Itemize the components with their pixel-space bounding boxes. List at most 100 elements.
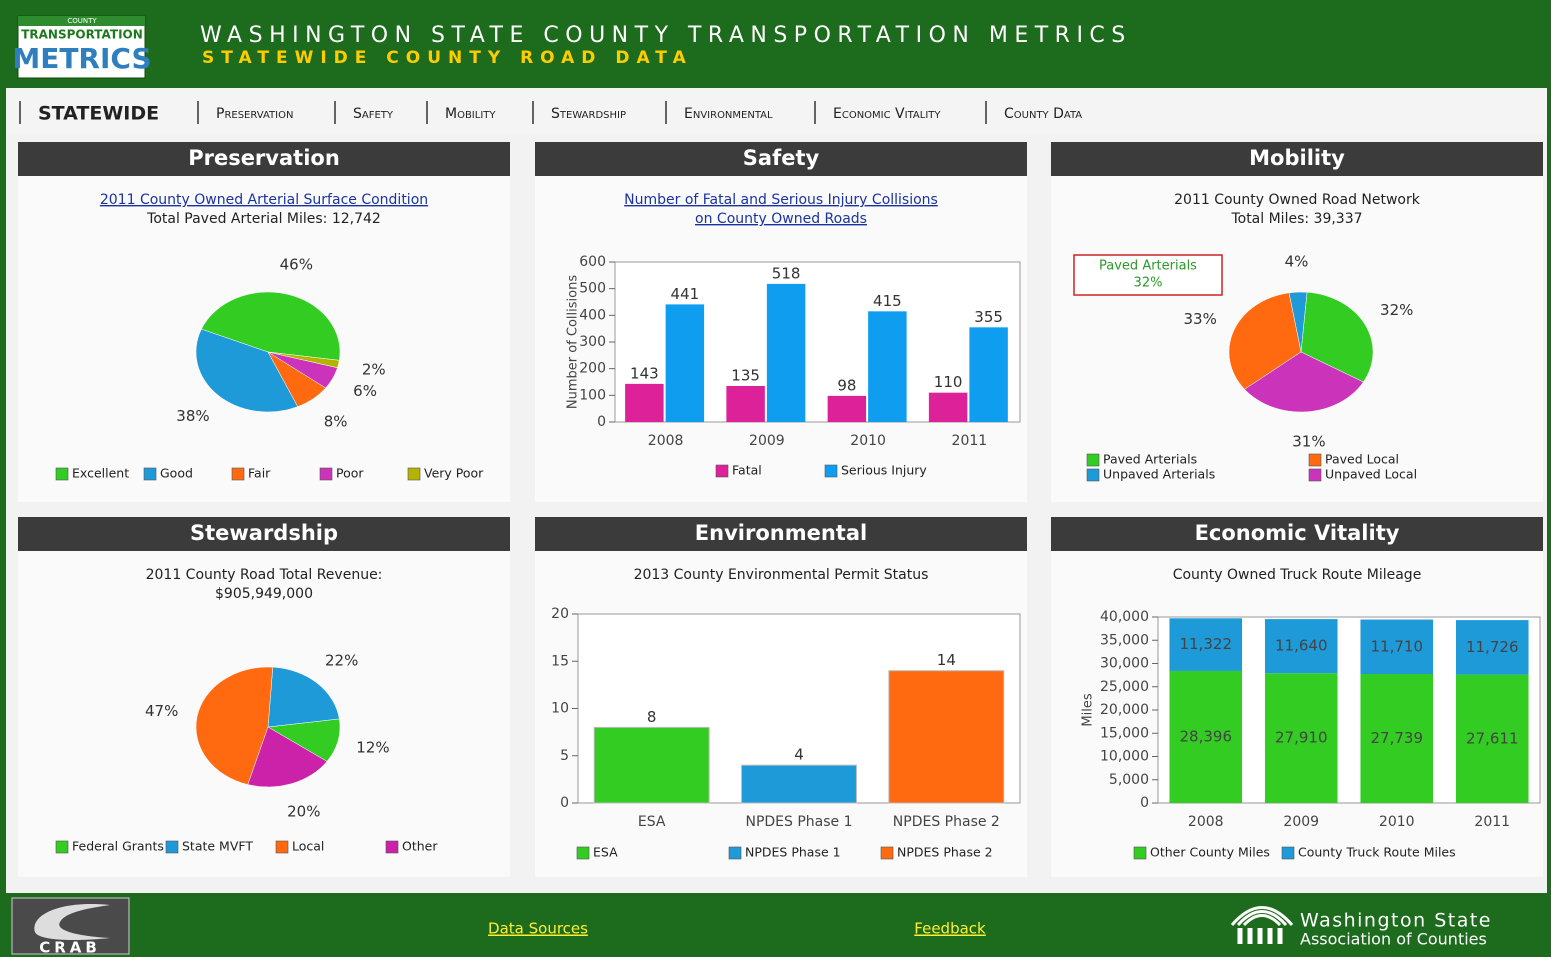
x-tick-label: 2009 [1283, 814, 1319, 830]
y-tick-label: 15 [551, 653, 569, 669]
panel-title: Preservation [188, 146, 340, 170]
footer-link[interactable]: Feedback [914, 920, 986, 938]
panel-header [18, 142, 510, 176]
y-tick-label: 30,000 [1100, 656, 1149, 672]
y-tick-label: 0 [597, 414, 606, 430]
legend-swatch [1086, 453, 1100, 467]
pie-label: 2% [362, 361, 386, 379]
left-border [0, 0, 6, 957]
bar [625, 383, 664, 422]
pie-slice [195, 666, 274, 785]
panel-header [535, 517, 1027, 551]
pie-label: 8% [324, 413, 348, 431]
legend-swatch [728, 846, 742, 860]
x-tick-label: 2010 [850, 433, 886, 449]
right-border [1547, 0, 1551, 957]
nav-item[interactable]: County Data [1004, 106, 1082, 122]
nav-item[interactable]: Environmental [684, 106, 773, 122]
chart-title[interactable]: 2011 County Owned Arterial Surface Condi… [100, 192, 428, 208]
bar-value-label: 355 [974, 308, 1003, 326]
pie-label: 38% [176, 407, 209, 425]
nav-item[interactable]: Mobility [445, 106, 496, 122]
y-tick-label: 40,000 [1100, 609, 1149, 625]
y-tick-label: 600 [579, 254, 606, 270]
annotation-text: 32% [1134, 276, 1163, 291]
org-name: Association of Counties [1300, 930, 1487, 949]
y-tick-label: 100 [579, 387, 606, 403]
panel-title: Safety [743, 146, 820, 170]
legend-label: Fair [248, 466, 271, 481]
pie-slice [1300, 291, 1374, 383]
bar-value-label: 518 [772, 264, 801, 282]
legend-swatch [1133, 846, 1147, 860]
legend-label: Paved Local [1325, 452, 1399, 467]
legend-swatch [1281, 846, 1295, 860]
logo-box [17, 15, 146, 79]
pie-label: 31% [1292, 432, 1325, 450]
footer-link[interactable]: Data Sources [488, 920, 588, 938]
bar [766, 283, 806, 422]
pie-slice [247, 726, 328, 788]
chart-title[interactable]: on County Owned Roads [695, 211, 867, 227]
legend-label: Other [402, 839, 438, 854]
nav-item[interactable]: Safety [353, 106, 394, 122]
pie-label: 20% [287, 802, 320, 820]
annotation-text: Paved Arterials [1099, 259, 1197, 274]
pie-label: 22% [325, 652, 358, 670]
bar [726, 386, 765, 422]
bar-value-label: 4 [794, 746, 804, 764]
crab-swoosh [34, 904, 110, 940]
legend-swatch [1086, 468, 1100, 482]
bar-segment [1360, 619, 1434, 675]
y-tick-label: 500 [579, 281, 606, 297]
segment-value-label: 11,710 [1371, 637, 1424, 655]
panel-title: Economic Vitality [1195, 521, 1400, 545]
wsac-columns [1237, 928, 1283, 944]
legend-swatch [715, 464, 729, 478]
bar-segment [1169, 670, 1243, 803]
wsac-arches [1230, 906, 1294, 927]
x-tick-label: 2011 [952, 433, 988, 449]
y-axis-label: Number of Collisions [566, 275, 581, 409]
y-tick-label: 15,000 [1100, 725, 1149, 741]
nav-item[interactable]: Economic Vitality [833, 106, 941, 122]
segment-value-label: 27,611 [1466, 729, 1519, 747]
pie-slice [195, 328, 299, 413]
legend-label: Paved Arterials [1103, 452, 1197, 467]
bar [665, 304, 705, 422]
x-tick-label: 2010 [1379, 814, 1415, 830]
x-tick-label: 2009 [749, 433, 785, 449]
panel-title: Stewardship [190, 521, 338, 545]
y-tick-label: 200 [579, 361, 606, 377]
legend-swatch [143, 467, 157, 481]
chart-title: County Owned Truck Route Mileage [1173, 567, 1422, 583]
legend-swatch [1308, 453, 1322, 467]
y-tick-label: 300 [579, 334, 606, 350]
chart-title[interactable]: Number of Fatal and Serious Injury Colli… [624, 192, 938, 208]
legend-swatch [165, 840, 179, 854]
bar-segment [1360, 674, 1434, 803]
bar-segment [1455, 674, 1529, 803]
segment-value-label: 27,910 [1275, 729, 1328, 747]
nav-item[interactable]: Preservation [216, 106, 293, 122]
legend-label: Local [292, 839, 324, 854]
logo-text: TRANSPORTATION [21, 28, 143, 42]
segment-value-label: 27,739 [1371, 729, 1424, 747]
org-name: Washington State [1300, 910, 1492, 932]
pie-slice [1244, 351, 1364, 413]
bar-value-label: 14 [937, 651, 956, 669]
y-tick-label: 5 [560, 748, 569, 764]
pie-label: 4% [1285, 253, 1309, 271]
legend-swatch [576, 846, 590, 860]
legend-label: ESA [593, 845, 618, 860]
nav-item[interactable]: Stewardship [551, 106, 626, 122]
bar-value-label: 135 [731, 367, 760, 385]
pie-slice [267, 666, 340, 728]
legend-swatch [55, 467, 69, 481]
y-tick-label: 0 [560, 795, 569, 811]
y-tick-label: 10 [551, 701, 569, 717]
panel-title: Mobility [1249, 146, 1345, 170]
bar-segment [1455, 620, 1529, 675]
nav-item[interactable]: STATEWIDE [38, 103, 159, 125]
